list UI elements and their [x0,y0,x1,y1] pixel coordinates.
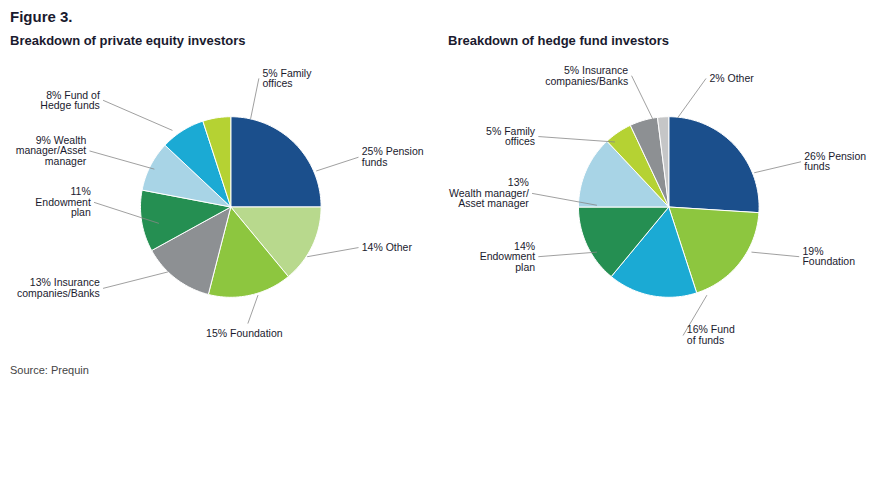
svg-text:19%Foundation: 19%Foundation [802,245,855,268]
svg-text:16% Fundof funds: 16% Fundof funds [687,323,735,346]
svg-text:25% Pensionfunds: 25% Pensionfunds [362,145,424,168]
svg-text:14%Endowmentplan: 14%Endowmentplan [480,240,536,273]
svg-text:26% Pensionfunds: 26% Pensionfunds [804,150,866,173]
svg-text:15% Foundation: 15% Foundation [206,327,283,339]
svg-text:11%Endowmentplan: 11%Endowmentplan [35,185,91,218]
svg-text:13%Wealth manager/Asset manage: 13%Wealth manager/Asset manager [449,176,529,209]
html-text:Breakdown of private equity in: Breakdown of private equity investors [10,33,246,48]
svg-text:5% Insurancecompanies/Banks: 5% Insurancecompanies/Banks [545,64,628,87]
html-text:Breakdown of hedge fund invest: Breakdown of hedge fund investors [448,33,669,48]
svg-text:5% Familyoffices: 5% Familyoffices [486,125,536,148]
svg-text:9% Wealthmanager/Assetmanager: 9% Wealthmanager/Assetmanager [16,134,87,167]
svg-text:5% Familyoffices: 5% Familyoffices [262,67,312,90]
svg-text:8% Fund ofHedge funds: 8% Fund ofHedge funds [40,89,100,112]
html-text:Source: Prequin: Source: Prequin [10,364,89,376]
svg-text:13% Insurancecompanies/Banks: 13% Insurancecompanies/Banks [17,276,100,299]
svg-text:2% Other: 2% Other [709,72,754,84]
svg-text:14% Other: 14% Other [362,241,413,253]
html-text:Figure 3.: Figure 3. [10,8,73,25]
